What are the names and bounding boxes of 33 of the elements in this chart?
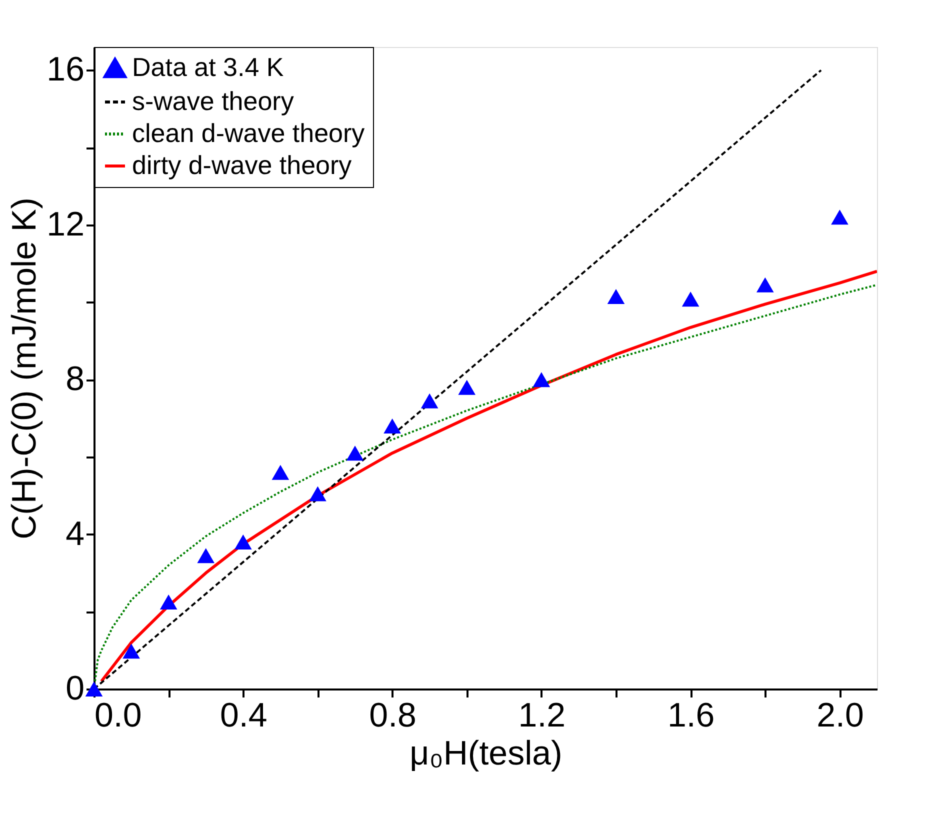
point xyxy=(234,534,252,550)
y-tick-label: 0 xyxy=(66,670,84,708)
x-tick-label: 1.2 xyxy=(518,696,566,734)
y-tick-label: 16 xyxy=(46,50,84,89)
point xyxy=(197,548,215,564)
point xyxy=(420,393,438,408)
point xyxy=(272,464,290,480)
point xyxy=(458,380,476,395)
x-tick-label: 0.0 xyxy=(94,696,142,734)
point xyxy=(346,446,364,461)
legend-label: s-wave theory xyxy=(132,86,294,116)
point xyxy=(160,594,178,610)
point xyxy=(122,644,140,659)
y-tick-label: 8 xyxy=(66,360,84,398)
x-tick-label: 1.6 xyxy=(667,696,715,734)
x-tick-label: 0.8 xyxy=(369,696,416,734)
point xyxy=(682,292,700,307)
legend-label: dirty d-wave theory xyxy=(132,150,352,180)
point xyxy=(831,210,848,225)
x-tick-label: 2.0 xyxy=(816,696,864,734)
point xyxy=(384,418,401,434)
point xyxy=(532,372,550,388)
legend-label: clean d-wave theory xyxy=(132,118,365,148)
x-axis-title: μ₀H(tesla) xyxy=(410,734,562,772)
y-tick-label: 4 xyxy=(66,514,84,553)
point xyxy=(756,277,774,292)
point xyxy=(85,682,103,696)
y-tick-label: 12 xyxy=(46,205,84,244)
point xyxy=(607,288,625,304)
x-tick-label: 0.4 xyxy=(220,696,268,734)
point xyxy=(309,486,326,502)
legend-label: Data at 3.4 K xyxy=(132,52,284,82)
y-axis-title: C(H)-C(0) (mJ/mole K) xyxy=(6,198,44,540)
